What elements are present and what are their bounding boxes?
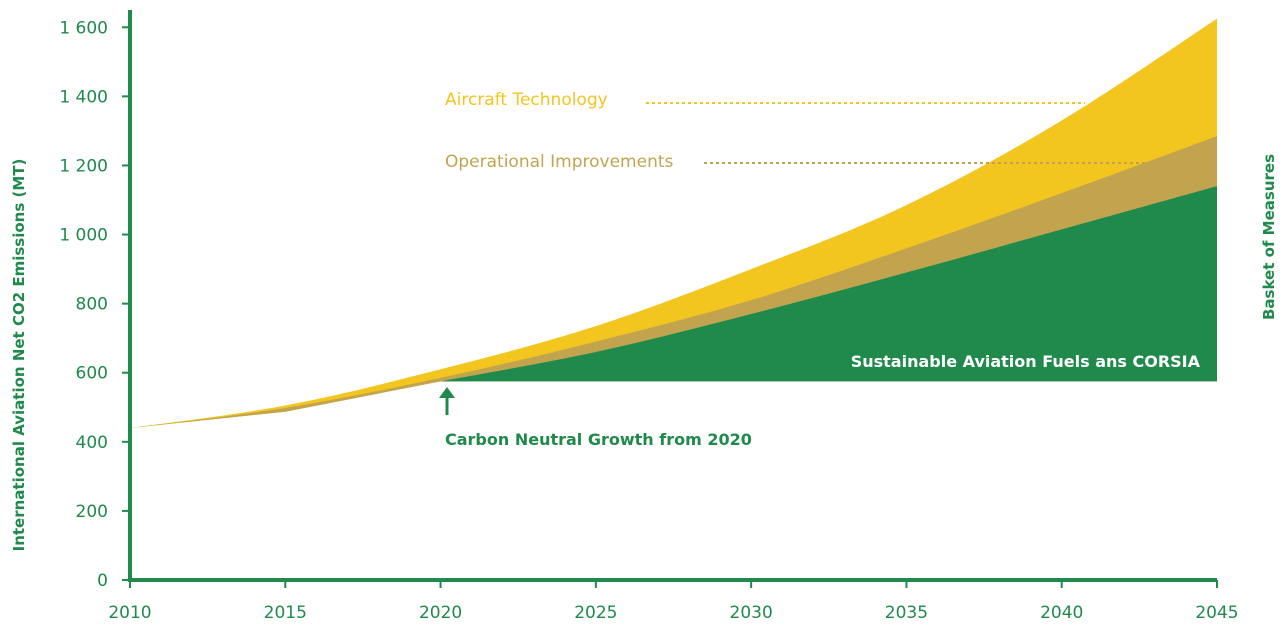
annotation-aircraft-technology: Aircraft Technology: [445, 90, 608, 110]
y-tick-label: 400: [76, 433, 108, 453]
carbon-neutral-arrow-icon: [439, 387, 455, 415]
y-tick-label: 600: [76, 364, 108, 384]
x-tick-label: 2040: [1040, 603, 1083, 623]
y-tick-label: 0: [97, 571, 108, 591]
y-tick-label: 1 200: [59, 156, 108, 176]
y-tick-label: 1 600: [59, 18, 108, 38]
y-tick-label: 800: [76, 295, 108, 315]
area-layer: [130, 18, 1218, 429]
axes-layer: 0 200 400 600 800 1 000 1 200 1 400 1 600 2010 201…: [59, 10, 1239, 623]
x-tick-label: 2045: [1195, 603, 1238, 623]
y-tick-label: 200: [76, 502, 108, 522]
x-tick-label: 2020: [419, 603, 462, 623]
x-tick-label: 2010: [108, 603, 151, 623]
y-tick-label: 1 400: [59, 87, 108, 107]
x-tick-label: 2025: [574, 603, 617, 623]
annotation-operational-improvements: Operational Improvements: [445, 152, 674, 172]
x-tick-label: 2035: [885, 603, 928, 623]
annotation-saf-corsia: Sustainable Aviation Fuels ans CORSIA: [851, 352, 1201, 371]
right-axis-label: Basket of Measures: [1260, 154, 1278, 320]
y-axis-label: International Aviation Net CO2 Emissions…: [10, 159, 28, 552]
y-tick-label: 1 000: [59, 226, 108, 246]
x-tick-label: 2015: [264, 603, 307, 623]
annotation-carbon-neutral: Carbon Neutral Growth from 2020: [445, 430, 752, 449]
x-tick-label: 2030: [730, 603, 773, 623]
area-sustainable-aviation-fuels-ans-corsia: [440, 186, 1218, 382]
